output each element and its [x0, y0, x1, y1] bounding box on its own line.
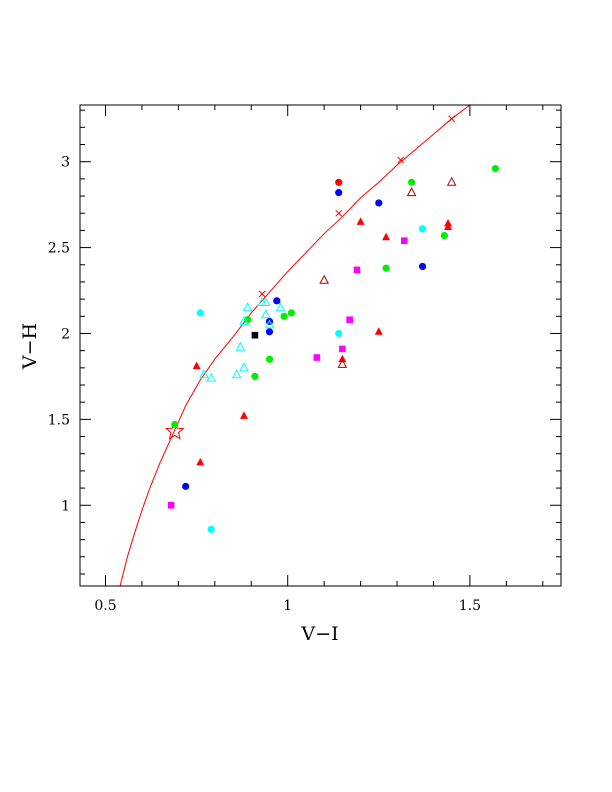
- axis-ticks: 0.5 1 1.5 1 1.5 2 2.5 3: [48, 105, 561, 614]
- model-curve: [119, 104, 471, 587]
- red-triangle-point: [192, 361, 201, 370]
- red-triangle-point: [356, 217, 365, 225]
- x-tick-label: 1: [283, 598, 292, 614]
- data-points: [167, 164, 500, 533]
- cyan-open-triangle-point: [206, 372, 217, 382]
- blue-circle-point: [265, 317, 274, 326]
- green-circle-point: [171, 420, 179, 429]
- cyan-open-triangle-point: [264, 319, 275, 329]
- cyan-open-triangle-point: [199, 369, 209, 379]
- cyan-open-triangle-point: [235, 341, 246, 351]
- green-circle-point: [382, 264, 390, 272]
- magenta-square-point: [339, 345, 346, 353]
- blue-circle-point: [335, 189, 343, 197]
- y-tick-label: 3: [61, 155, 70, 171]
- red-triangle-point: [239, 411, 248, 419]
- curve-cross-marker: [335, 209, 343, 217]
- plot-frame: [79, 104, 562, 587]
- magenta-square-point: [346, 316, 353, 324]
- magenta-square-point: [313, 354, 321, 361]
- red-circle-point: [335, 178, 343, 186]
- cyan-open-triangle-point: [239, 315, 249, 325]
- star-marker: [164, 421, 185, 440]
- blue-circle-point: [182, 482, 190, 490]
- blue-circle-point: [273, 297, 281, 305]
- magenta-square-point: [401, 237, 408, 245]
- blue-circle-point: [418, 262, 427, 271]
- y-tick-label: 1.5: [48, 412, 70, 428]
- cyan-circle-point: [196, 309, 204, 317]
- blue-circle-point: [265, 328, 274, 336]
- magenta-square-point: [353, 266, 361, 274]
- cyan-open-triangle-point: [242, 302, 253, 312]
- darkred-open-triangle-point: [446, 176, 457, 186]
- cyan-circle-point: [418, 225, 427, 233]
- y-tick-label: 2: [61, 326, 70, 342]
- black-square-point: [251, 331, 259, 339]
- darkred-open-triangle-point: [319, 274, 329, 284]
- cyan-open-triangle-point: [231, 369, 242, 379]
- green-circle-point: [440, 231, 448, 240]
- green-circle-point: [265, 355, 274, 363]
- curve-cross-marker: [397, 156, 405, 164]
- red-triangle-point: [444, 222, 453, 230]
- green-circle-point: [244, 316, 252, 324]
- darkred-open-triangle-point: [406, 187, 417, 197]
- curve-cross-marker: [258, 290, 266, 298]
- x-tick-label: 0.5: [94, 598, 116, 614]
- red-triangle-point: [338, 354, 347, 363]
- cyan-open-triangle-point: [275, 302, 286, 312]
- y-tick-label: 1: [61, 498, 70, 514]
- cyan-open-triangle-point: [239, 362, 249, 372]
- red-triangle-point: [382, 232, 391, 241]
- blue-circle-point: [375, 199, 383, 207]
- green-circle-point: [407, 178, 416, 186]
- green-circle-point: [280, 312, 288, 320]
- x-axis-label: V−I: [300, 623, 338, 645]
- y-tick-label: 2.5: [48, 241, 70, 257]
- curve-line: [119, 104, 471, 587]
- cyan-circle-point: [207, 525, 215, 533]
- green-circle-point: [251, 372, 259, 381]
- x-tick-label: 1.5: [459, 598, 481, 614]
- green-circle-point: [491, 164, 500, 173]
- green-circle-point: [287, 309, 295, 317]
- cyan-circle-point: [335, 329, 343, 338]
- cyan-open-triangle-point: [261, 309, 271, 319]
- red-triangle-point: [374, 327, 383, 335]
- magenta-square-point: [167, 501, 175, 509]
- red-triangle-point: [196, 457, 205, 466]
- curve-cross-marker: [448, 115, 456, 123]
- cyan-open-triangle-point: [261, 296, 271, 307]
- y-axis-label: V−H: [19, 323, 41, 370]
- darkred-open-triangle-point: [337, 358, 348, 368]
